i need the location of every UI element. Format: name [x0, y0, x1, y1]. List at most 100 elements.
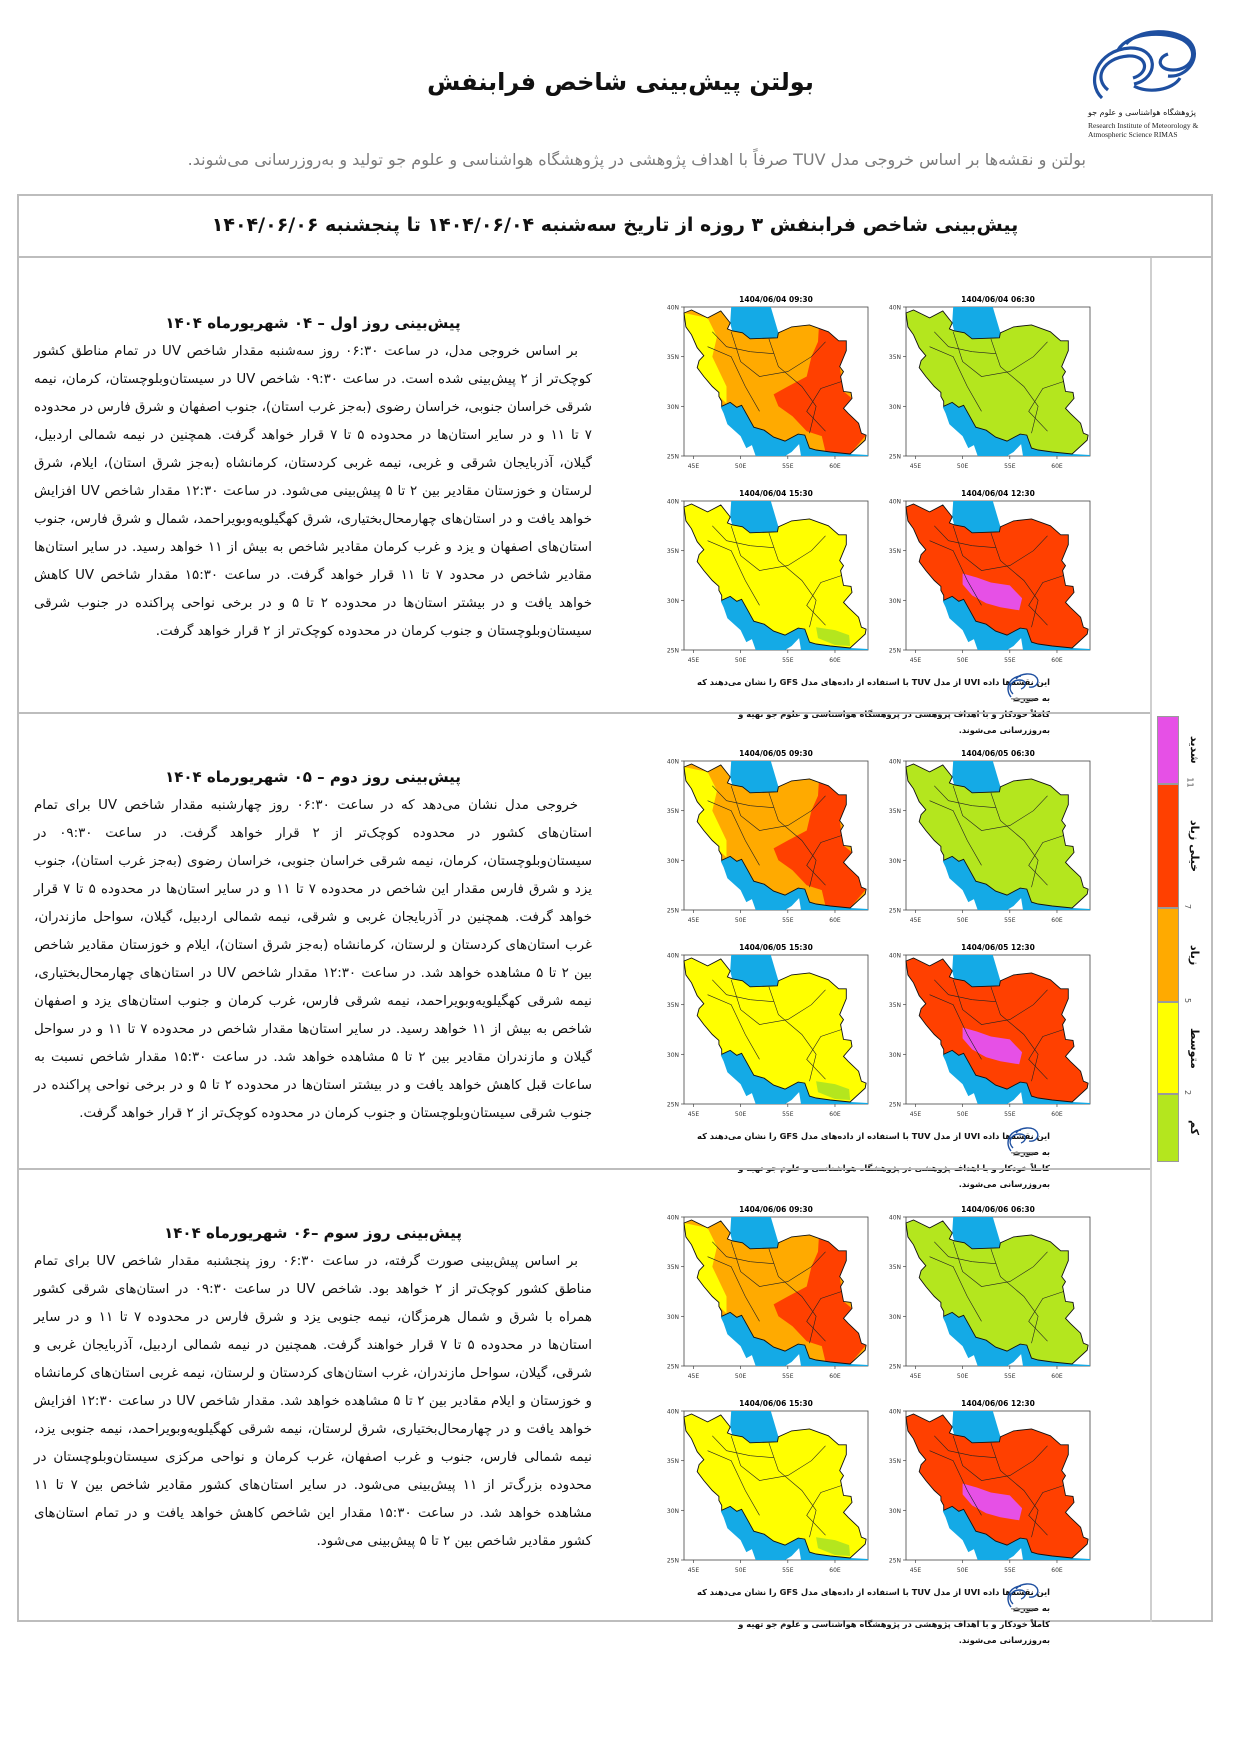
province-border: [929, 1256, 982, 1322]
lat-tick-label: 25N: [889, 1364, 901, 1371]
lon-tick-label: 55E: [782, 657, 794, 664]
bulletin-subtitle: بولتن و نقشه‌ها بر اساس خروجی مدل TUV صر…: [187, 150, 1086, 169]
lon-tick-label: 50E: [957, 1373, 969, 1380]
lat-tick-label: 25N: [889, 908, 901, 915]
lat-tick-label: 25N: [889, 648, 901, 655]
day-heading: پیش‌بینی روز اول – ۰۴ شهریورماه ۱۴۰۴: [165, 314, 461, 332]
province-border: [990, 338, 1039, 434]
lat-tick-label: 40N: [667, 759, 679, 766]
legend-swatch: [1157, 784, 1179, 908]
province-border: [707, 994, 760, 1060]
map-title: 1404/06/05 09:30: [739, 749, 813, 758]
province-border: [934, 1241, 996, 1264]
uv-level-zone: [962, 573, 1023, 611]
lon-tick-label: 60E: [1051, 657, 1063, 664]
iran-uv-field: [906, 1220, 1089, 1364]
legend-swatch: [1157, 1002, 1179, 1094]
lon-tick-label: 50E: [735, 463, 747, 470]
footnote-line: این نقشه‌ها داده UVI از مدل TUV با استفا…: [697, 1587, 1050, 1613]
uv-level-zone: [962, 1483, 1023, 1521]
lat-tick-label: 25N: [889, 1558, 901, 1565]
iran-border: [683, 763, 867, 909]
province-border: [929, 540, 982, 606]
uv-level-zone: [816, 1537, 851, 1556]
uv-level-zone: [962, 1027, 1023, 1065]
lon-tick-label: 55E: [782, 1373, 794, 1380]
day-text: پیش‌بینی روز سوم –۰۶ شهریورماه ۱۴۰۴ بر ا…: [34, 1224, 592, 1556]
lon-tick-label: 50E: [735, 1111, 747, 1118]
day-text: پیش‌بینی روز اول – ۰۴ شهریورماه ۱۴۰۴ بر …: [34, 314, 592, 646]
lon-tick-label: 60E: [829, 917, 841, 924]
lon-tick-label: 50E: [735, 1567, 747, 1574]
iran-border: [905, 1413, 1089, 1559]
lon-tick-label: 50E: [735, 1373, 747, 1380]
province-border: [707, 800, 760, 866]
caspian-sea: [952, 1411, 1001, 1443]
lat-tick-label: 40N: [889, 1215, 901, 1222]
province-border: [990, 1248, 1039, 1344]
map-title: 1404/06/05 06:30: [961, 749, 1035, 758]
uv-level-zone: [816, 627, 851, 646]
day-section-3: [17, 1168, 1150, 1622]
province-border: [990, 1442, 1039, 1538]
lat-tick-label: 25N: [889, 1102, 901, 1109]
legend-label: کم: [1188, 1120, 1201, 1136]
province-border: [1028, 381, 1064, 432]
map-title: 1404/06/04 09:30: [739, 295, 813, 304]
lon-tick-label: 60E: [829, 1373, 841, 1380]
map-title: 1404/06/04 06:30: [961, 295, 1035, 304]
rimas-logo: پژوهشگاه هواشناسی و علوم جو Research Ins…: [1088, 28, 1203, 148]
province-border: [806, 1029, 842, 1080]
lon-tick-label: 45E: [910, 1567, 922, 1574]
map-title: 1404/06/04 15:30: [739, 489, 813, 498]
lat-tick-label: 30N: [889, 404, 901, 411]
caspian-sea: [952, 501, 1001, 533]
lon-tick-label: 50E: [735, 917, 747, 924]
iran-uv-field: [684, 1414, 867, 1558]
caspian-sea: [730, 761, 779, 793]
province-border: [768, 986, 817, 1082]
lon-tick-label: 60E: [1051, 1111, 1063, 1118]
lon-tick-label: 55E: [1004, 463, 1016, 470]
province-border: [934, 1435, 996, 1458]
uv-map-0930: 1404/06/05 09:30 40N 35N 30N 25N 45E 50E 55E 60E: [654, 745, 876, 937]
lon-tick-label: 45E: [688, 657, 700, 664]
map-title: 1404/06/06 15:30: [739, 1399, 813, 1408]
lon-tick-label: 55E: [782, 463, 794, 470]
iran-border: [683, 1219, 867, 1365]
lat-tick-label: 25N: [667, 1364, 679, 1371]
province-border: [934, 331, 996, 354]
forecast-period-title: پیش‌بینی شاخص فرابنفش ۳ روزه از تاریخ سه…: [17, 194, 1213, 258]
map-footnote: این نقشه‌ها داده UVI از مدل TUV با استفا…: [690, 1584, 1050, 1648]
province-border: [1028, 575, 1064, 626]
lon-tick-label: 60E: [1051, 917, 1063, 924]
iran-border: [905, 309, 1089, 455]
iran-uv-field: [906, 958, 1089, 1102]
province-border: [990, 532, 1039, 628]
lat-tick-label: 35N: [889, 1264, 901, 1271]
lat-tick-label: 35N: [889, 1458, 901, 1465]
lon-tick-label: 45E: [688, 917, 700, 924]
province-border: [952, 979, 1048, 1025]
uv-map-1530: 1404/06/04 15:30 40N 35N 30N 25N 45E 50E 55E 60E: [654, 485, 876, 677]
bulletin-box: [17, 194, 1213, 1622]
lat-tick-label: 35N: [667, 354, 679, 361]
iran-uv-field: [906, 310, 1089, 454]
lat-tick-label: 40N: [667, 953, 679, 960]
lon-tick-label: 45E: [910, 917, 922, 924]
province-border: [730, 1241, 826, 1287]
lon-tick-label: 55E: [782, 1567, 794, 1574]
province-border: [806, 1485, 842, 1536]
iran-uv-field: [684, 958, 867, 1102]
day-forecast-text: بر اساس پیش‌بینی صورت گرفته، در ساعت ۰۶:…: [34, 1254, 593, 1549]
uv-map-0630: 1404/06/05 06:30 40N 35N 30N 25N 45E 50E 55E 60E: [876, 745, 1098, 937]
rimas-small-logo-icon: [1005, 1582, 1041, 1614]
footnote-line: این نقشه‌ها داده UVI از مدل TUV با استفا…: [697, 677, 1050, 703]
uv-map-0930: 1404/06/06 09:30 40N 35N 30N 25N 45E 50E 55E 60E: [654, 1201, 876, 1393]
lat-tick-label: 40N: [889, 953, 901, 960]
province-border: [952, 785, 1048, 831]
lat-tick-label: 35N: [667, 1458, 679, 1465]
province-border: [712, 979, 774, 1002]
footnote-line: کاملاً خودکار و با اهداف پژوهشی در پژوهش…: [738, 1619, 1050, 1645]
lat-tick-label: 30N: [667, 1508, 679, 1515]
